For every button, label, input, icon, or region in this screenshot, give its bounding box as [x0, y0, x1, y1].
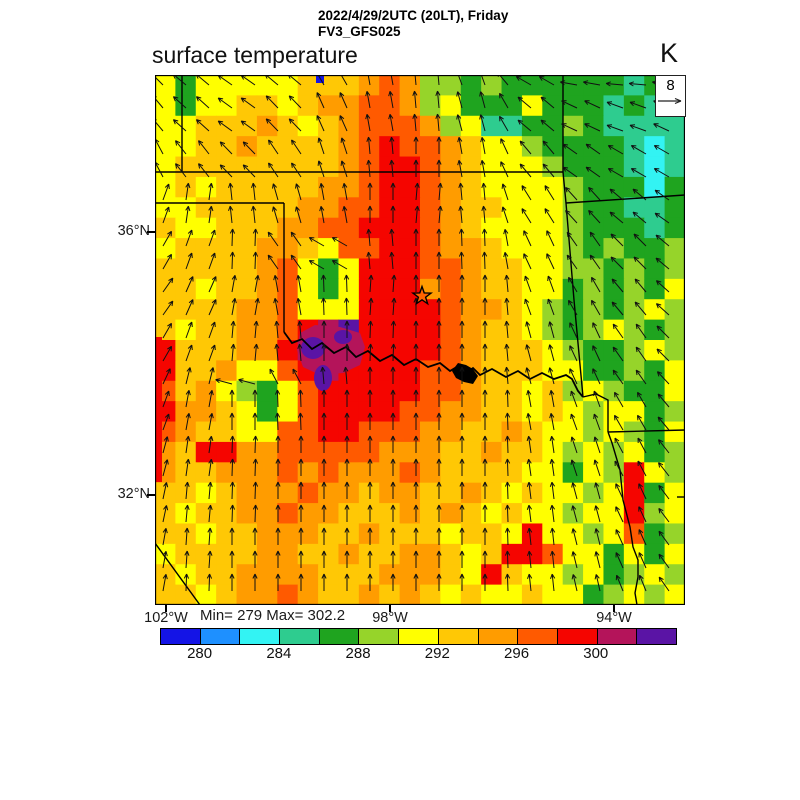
lat-label: 36°N [117, 223, 150, 239]
colorbar-segment [518, 629, 558, 644]
colorbar-tick-label: 280 [187, 645, 213, 662]
temperature-grid [155, 75, 685, 605]
lon-label: 94°W [596, 610, 632, 626]
red-river-line [283, 331, 584, 398]
colorbar-segment [240, 629, 281, 644]
variable-label: surface temperature [152, 42, 358, 68]
lat-tick [147, 494, 156, 496]
colorbar-segment [319, 629, 360, 644]
colorbar-tick-label: 300 [583, 645, 609, 662]
lake-texoma-shape [452, 363, 478, 384]
lon-tick [165, 604, 167, 612]
colorbar-tick-labels: 280 284 288 292 296 300 [160, 645, 675, 665]
wind-vectors [155, 75, 670, 592]
wind-reference-arrow-icon [658, 97, 682, 105]
lon-tick [389, 604, 391, 612]
lon-label: 98°W [372, 610, 408, 626]
map-frame [155, 75, 685, 605]
colorbar-segment [597, 629, 638, 644]
colorbar-segment [637, 629, 676, 644]
plot-title: 2022/4/29/2UTC (20LT), Friday FV3_GFS025 [318, 8, 508, 40]
colorbar-segment [200, 629, 241, 644]
colorbar-tick-label: 284 [266, 645, 292, 662]
lon-label: 102°W [144, 610, 188, 626]
colorbar-segment [161, 629, 201, 644]
colorbar-tick-label: 296 [504, 645, 530, 662]
title-line-2: FV3_GFS025 [318, 24, 401, 39]
city-star-marker [410, 284, 434, 306]
colorbar-segment [438, 629, 479, 644]
colorbar-segment [557, 629, 598, 644]
title-line-1: 2022/4/29/2UTC (20LT), Friday [318, 8, 509, 23]
lat-tick [147, 231, 156, 233]
colorbar-tick-label: 292 [424, 645, 450, 662]
wind-reference-value: 8 [666, 77, 675, 94]
colorbar-segment [359, 629, 400, 644]
colorbar-segment [280, 629, 320, 644]
colorbar-segment [399, 629, 439, 644]
units-label: K [660, 38, 679, 68]
temperature-map [155, 75, 685, 605]
lon-tick [613, 604, 615, 612]
lat-label: 32°N [117, 486, 150, 502]
map-area [155, 75, 685, 605]
colorbar-tick-label: 288 [345, 645, 371, 662]
wind-reference-box: 8 [655, 75, 686, 117]
colorbar-segment [478, 629, 519, 644]
colorbar [160, 628, 677, 645]
minmax-stats: Min= 279 Max= 302.2 [200, 607, 346, 624]
